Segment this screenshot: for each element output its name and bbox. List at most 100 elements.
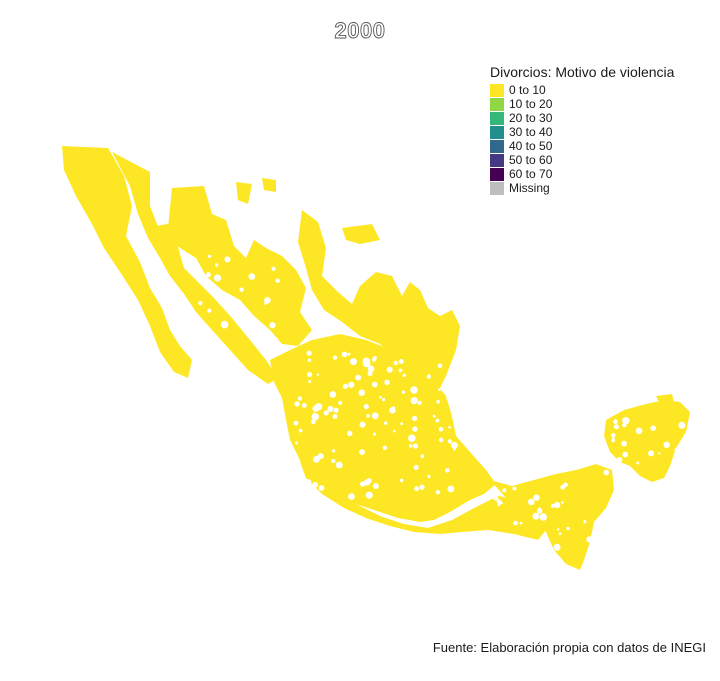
source-caption: Fuente: Elaboración propia con datos de … bbox=[432, 640, 706, 655]
north-fragment-b bbox=[342, 224, 380, 244]
municipality-gap bbox=[365, 491, 373, 499]
municipality-gap bbox=[295, 461, 300, 466]
municipality-gap bbox=[586, 536, 593, 543]
municipality-gap bbox=[516, 477, 521, 483]
municipality-gap bbox=[347, 352, 351, 356]
municipality-gap bbox=[446, 396, 452, 402]
northeast-region bbox=[298, 210, 460, 392]
municipality-gap bbox=[503, 476, 511, 484]
legend-label: 30 to 40 bbox=[509, 125, 553, 139]
legend-label: 40 to 50 bbox=[509, 139, 553, 153]
municipality-gap bbox=[332, 449, 336, 453]
municipality-gap bbox=[410, 397, 418, 405]
municipality-gap bbox=[513, 520, 518, 526]
municipality-gap bbox=[558, 532, 562, 535]
municipality-gap bbox=[384, 379, 390, 385]
municipality-gap bbox=[622, 451, 628, 458]
municipality-gap bbox=[561, 501, 564, 504]
municipality-gap bbox=[335, 461, 343, 469]
legend-label: 0 to 10 bbox=[509, 83, 546, 97]
municipality-gap bbox=[292, 248, 297, 253]
municipality-gap bbox=[419, 484, 425, 490]
municipality-gap bbox=[636, 461, 640, 465]
municipality-gap bbox=[307, 358, 311, 362]
municipality-gap bbox=[435, 418, 440, 423]
municipality-gap bbox=[295, 441, 299, 445]
legend-swatch bbox=[490, 167, 504, 181]
municipality-gap bbox=[308, 380, 312, 384]
north-fragment-d bbox=[156, 220, 196, 248]
municipality-gap bbox=[294, 401, 300, 407]
municipality-gap bbox=[269, 322, 276, 329]
municipality-gap bbox=[681, 464, 686, 469]
municipality-gap bbox=[438, 388, 441, 392]
legend-item: 30 to 40 bbox=[490, 125, 715, 139]
municipality-gap bbox=[439, 437, 444, 443]
municipality-gap bbox=[675, 448, 682, 456]
municipality-gap bbox=[445, 468, 450, 473]
municipality-gap bbox=[355, 374, 362, 381]
municipality-gap bbox=[648, 450, 655, 457]
municipality-gap bbox=[371, 381, 378, 388]
legend: Divorcios: Motivo de violencia 0 to 10 1… bbox=[490, 64, 715, 195]
municipality-gap bbox=[386, 366, 393, 373]
municipality-gap bbox=[605, 414, 610, 419]
municipality-gap bbox=[348, 493, 355, 500]
municipality-gap bbox=[367, 365, 375, 373]
municipality-gap bbox=[393, 429, 396, 433]
municipality-gap bbox=[658, 452, 661, 455]
municipality-gap bbox=[533, 494, 540, 501]
municipality-gap bbox=[275, 278, 280, 283]
municipality-gap bbox=[566, 526, 570, 531]
municipality-gap bbox=[412, 415, 418, 421]
municipality-gap bbox=[341, 351, 348, 358]
municipality-gap bbox=[348, 381, 355, 388]
legend-item: 10 to 20 bbox=[490, 97, 715, 111]
municipality-gap bbox=[332, 355, 338, 360]
municipality-gap bbox=[616, 457, 623, 463]
municipality-gap bbox=[215, 263, 219, 267]
municipality-gap bbox=[528, 498, 535, 506]
municipality-gap bbox=[306, 350, 312, 356]
municipality-gap bbox=[372, 483, 379, 489]
municipality-gap bbox=[554, 501, 561, 509]
municipality-gap bbox=[650, 425, 656, 432]
municipality-gap bbox=[264, 297, 271, 304]
north-fragment-c bbox=[236, 182, 252, 204]
municipality-gap bbox=[438, 426, 444, 432]
north-fragment-a bbox=[262, 178, 276, 192]
municipality-gap bbox=[300, 487, 308, 495]
municipality-gap bbox=[207, 308, 212, 313]
pacific-south-region bbox=[300, 462, 546, 540]
municipality-gap bbox=[350, 358, 357, 366]
municipality-gap bbox=[307, 372, 313, 377]
municipality-gap bbox=[408, 444, 413, 448]
municipality-gap bbox=[333, 407, 339, 413]
municipality-gap bbox=[363, 404, 369, 410]
municipality-gap bbox=[539, 513, 547, 521]
municipality-gap bbox=[213, 274, 222, 282]
legend-label: 20 to 30 bbox=[509, 111, 553, 125]
municipality-gap bbox=[414, 486, 419, 492]
municipality-gap bbox=[301, 403, 307, 408]
municipality-gap bbox=[452, 447, 457, 451]
municipality-gap bbox=[611, 433, 616, 438]
municipality-gap bbox=[392, 406, 395, 409]
legend-swatch bbox=[490, 139, 504, 153]
municipality-gap bbox=[398, 368, 403, 373]
municipality-gap bbox=[342, 383, 348, 389]
municipality-gap bbox=[204, 280, 209, 285]
municipality-gap bbox=[678, 421, 686, 429]
municipality-gap bbox=[613, 424, 619, 430]
municipality-gap bbox=[315, 403, 323, 411]
municipality-gap bbox=[451, 441, 458, 449]
municipality-gap bbox=[323, 410, 329, 416]
municipality-gap bbox=[363, 479, 371, 486]
municipality-gap bbox=[532, 512, 540, 520]
municipality-gap bbox=[329, 391, 337, 398]
municipality-gap bbox=[413, 464, 419, 470]
municipality-gap bbox=[271, 266, 276, 271]
municipality-gap bbox=[318, 485, 325, 491]
municipality-gap bbox=[379, 395, 382, 399]
